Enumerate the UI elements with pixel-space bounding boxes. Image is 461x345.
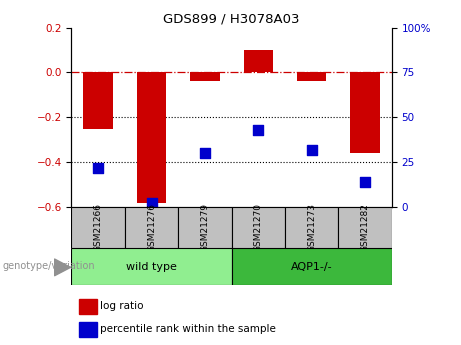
Point <box>95 165 102 170</box>
Bar <box>231 248 392 285</box>
Bar <box>244 50 273 72</box>
Point <box>308 147 315 152</box>
Text: GSM21282: GSM21282 <box>361 203 370 252</box>
Bar <box>79 322 97 337</box>
Bar <box>71 248 231 285</box>
Text: percentile rank within the sample: percentile rank within the sample <box>100 325 277 334</box>
Text: AQP1-/-: AQP1-/- <box>291 262 332 272</box>
Bar <box>338 207 392 248</box>
Title: GDS899 / H3078A03: GDS899 / H3078A03 <box>163 12 300 25</box>
Point <box>148 201 155 206</box>
Text: GSM21276: GSM21276 <box>147 203 156 252</box>
Bar <box>125 207 178 248</box>
Polygon shape <box>54 259 71 276</box>
Text: GSM21270: GSM21270 <box>254 203 263 252</box>
Point <box>254 127 262 132</box>
Text: GSM21266: GSM21266 <box>94 203 103 252</box>
Bar <box>178 207 231 248</box>
Text: GSM21273: GSM21273 <box>307 203 316 252</box>
Bar <box>190 72 219 81</box>
Bar <box>79 299 97 314</box>
Bar <box>350 72 380 153</box>
Point <box>201 150 209 156</box>
Text: wild type: wild type <box>126 262 177 272</box>
Text: genotype/variation: genotype/variation <box>2 262 95 271</box>
Text: GSM21279: GSM21279 <box>201 203 209 252</box>
Bar <box>71 207 125 248</box>
Bar <box>297 72 326 81</box>
Bar <box>137 72 166 203</box>
Bar <box>285 207 338 248</box>
Bar <box>231 207 285 248</box>
Point <box>361 179 369 185</box>
Bar <box>83 72 113 128</box>
Text: log ratio: log ratio <box>100 301 144 311</box>
